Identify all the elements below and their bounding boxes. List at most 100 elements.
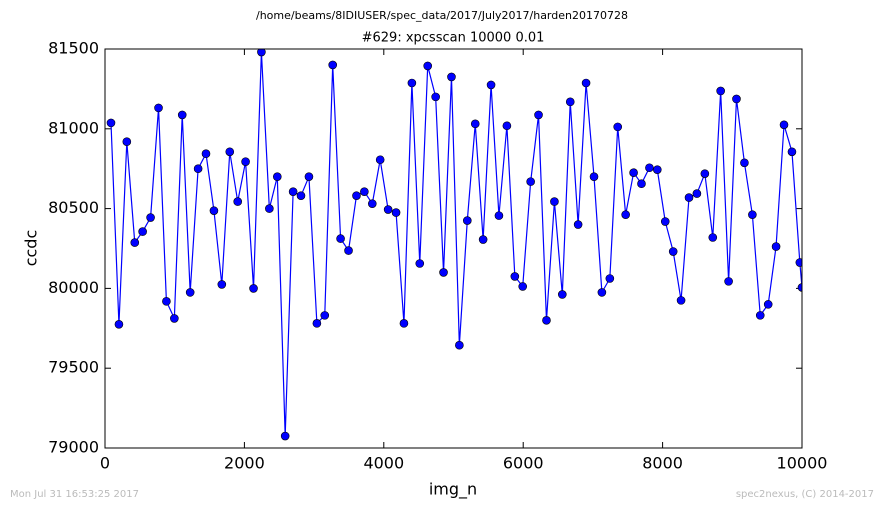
data-point	[177, 110, 187, 120]
data-point	[249, 284, 258, 293]
data-point	[455, 340, 464, 350]
data-point	[613, 122, 623, 132]
data-point	[581, 78, 591, 88]
data-point	[265, 204, 274, 213]
data-point	[795, 258, 802, 267]
data-point	[391, 208, 401, 217]
data-point	[565, 97, 575, 107]
data-point	[383, 205, 393, 214]
data-point	[660, 217, 670, 226]
data-point	[597, 288, 607, 297]
data-point	[146, 213, 155, 222]
data-point	[122, 137, 132, 147]
plot-frame	[104, 48, 803, 449]
data-point	[558, 290, 567, 299]
data-point	[542, 316, 551, 325]
data-point	[154, 103, 163, 113]
data-point	[470, 119, 480, 129]
data-point	[771, 242, 781, 251]
data-point	[360, 187, 369, 196]
footer-right: spec2nexus, (C) 2014-2017	[736, 489, 874, 500]
data-point	[684, 193, 694, 202]
x-tick-label: 0	[100, 454, 110, 473]
data-point	[106, 118, 116, 128]
data-point	[375, 155, 385, 165]
data-point	[170, 314, 179, 323]
data-point	[534, 110, 543, 120]
data-point	[478, 235, 488, 244]
y-tick-label: 79000	[48, 438, 99, 457]
footer-left: Mon Jul 31 16:53:25 2017	[10, 489, 139, 500]
data-point	[217, 280, 227, 289]
data-point	[431, 92, 440, 102]
data-point	[629, 168, 638, 177]
data-point	[668, 247, 678, 256]
data-point	[257, 49, 266, 57]
x-tick-label: 8000	[642, 454, 683, 473]
x-tick-label: 10000	[777, 454, 828, 473]
data-point	[407, 78, 417, 88]
data-point	[748, 210, 757, 219]
data-point	[797, 283, 802, 292]
data-point	[645, 163, 654, 173]
data-point	[328, 60, 338, 70]
data-point	[415, 259, 425, 268]
data-point	[700, 169, 710, 178]
data-point	[494, 211, 504, 220]
data-point	[312, 319, 322, 328]
y-axis-label: ccdc	[22, 230, 41, 267]
data-point	[550, 197, 559, 206]
data-point	[114, 320, 124, 329]
data-point	[763, 300, 773, 309]
chart-title: #629: xpcsscan 10000 0.01	[362, 31, 545, 46]
data-point	[463, 216, 472, 225]
y-tick-label: 79500	[48, 358, 99, 377]
data-point	[439, 268, 448, 277]
data-point	[288, 187, 298, 196]
data-point	[605, 274, 615, 283]
x-axis-label: img_n	[429, 480, 477, 500]
y-tick-label: 80000	[48, 278, 99, 297]
data-point	[589, 172, 599, 181]
data-point	[336, 234, 345, 243]
data-point	[320, 311, 330, 320]
chart-header: /home/beams/8IDIUSER/spec_data/2017/July…	[256, 9, 628, 22]
data-point	[280, 431, 290, 441]
data-point	[209, 206, 219, 215]
data-point	[130, 238, 140, 247]
data-point	[423, 61, 433, 71]
data-point	[755, 311, 765, 320]
data-point	[352, 191, 361, 200]
data-point	[272, 172, 282, 181]
data-point	[367, 199, 377, 208]
data-point	[621, 210, 630, 219]
data-point	[510, 272, 520, 281]
data-point	[716, 86, 725, 96]
data-point	[708, 233, 718, 242]
data-point	[447, 72, 456, 82]
data-point	[162, 297, 171, 306]
data-point	[518, 282, 528, 291]
series-line	[110, 52, 802, 437]
data-point	[637, 179, 646, 189]
y-tick-label: 81000	[48, 118, 99, 137]
data-point	[399, 319, 409, 328]
data-point	[779, 120, 789, 130]
data-point	[724, 277, 733, 286]
data-point	[201, 149, 211, 158]
data-point	[740, 158, 749, 168]
x-tick-label: 2000	[224, 454, 265, 473]
data-point	[344, 246, 353, 255]
data-point	[225, 147, 235, 157]
data-point	[193, 164, 203, 173]
data-point	[233, 197, 243, 206]
data-point	[185, 288, 195, 297]
data-point	[676, 296, 686, 305]
data-point	[692, 189, 702, 198]
data-point	[241, 157, 250, 166]
x-tick-label: 4000	[363, 454, 404, 473]
x-tick-label: 6000	[503, 454, 544, 473]
data-point	[732, 94, 741, 104]
y-tick-label: 81500	[48, 39, 99, 58]
